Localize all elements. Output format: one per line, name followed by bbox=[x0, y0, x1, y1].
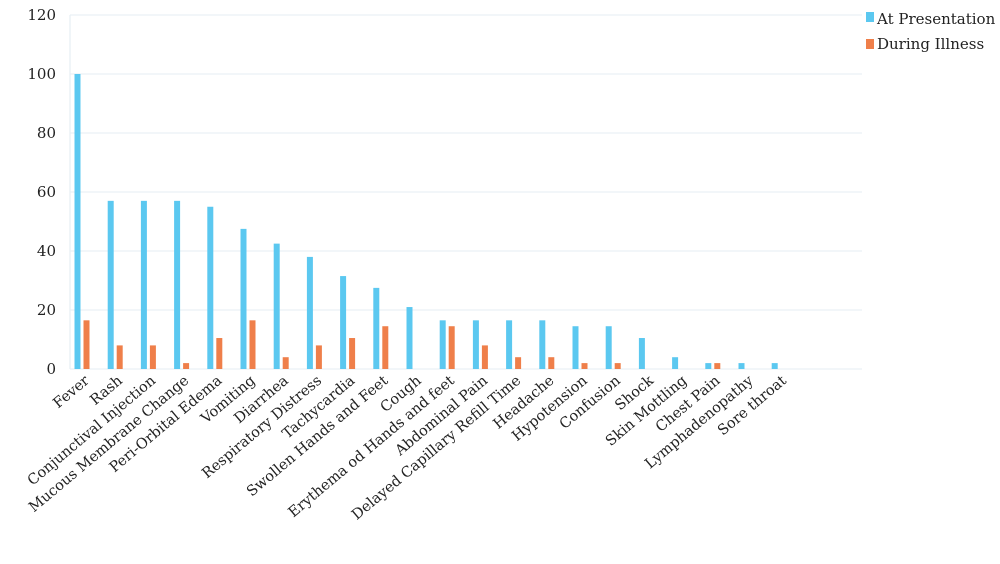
bar-during-illness-erythema-od-hands-and-feet bbox=[448, 326, 455, 369]
bar-at-presentation-sore-throat bbox=[771, 363, 778, 369]
bar-at-presentation-delayed-capillary-refill-time bbox=[506, 320, 513, 369]
bar-during-illness-rash bbox=[116, 345, 123, 369]
bar-at-presentation-swollen-hands-and-feet bbox=[373, 287, 380, 369]
bar-at-presentation-diarrhea bbox=[273, 243, 280, 369]
bar-during-illness-chest-pain bbox=[714, 363, 721, 369]
bar-at-presentation-abdominal-pain bbox=[472, 320, 479, 369]
x-tick-label-conjunctival-injection: Conjunctival Injection bbox=[25, 373, 159, 489]
y-tick-label-100: 100 bbox=[27, 65, 56, 83]
legend-swatch-during-illness bbox=[866, 39, 874, 49]
bar-at-presentation-conjunctival-injection bbox=[140, 200, 147, 369]
bar-during-illness-confusion bbox=[614, 363, 621, 369]
legend-label-during-illness: During Illness bbox=[877, 35, 984, 53]
bar-during-illness-fever bbox=[83, 320, 90, 369]
bars-layer bbox=[74, 74, 778, 369]
y-tick-label-60: 60 bbox=[37, 183, 56, 201]
bar-at-presentation-shock bbox=[638, 338, 645, 369]
bar-during-illness-tachycardia bbox=[349, 338, 356, 369]
bar-at-presentation-confusion bbox=[605, 326, 612, 369]
bar-during-illness-swollen-hands-and-feet bbox=[382, 326, 389, 369]
bar-at-presentation-rash bbox=[107, 200, 114, 369]
y-axis-ticks: 0 20 40 60 80 100 120 bbox=[27, 6, 56, 378]
bar-during-illness-conjunctival-injection bbox=[149, 345, 156, 369]
y-tick-label-120: 120 bbox=[27, 6, 56, 24]
bar-during-illness-abdominal-pain bbox=[481, 345, 488, 369]
bar-at-presentation-respiratory-distress bbox=[306, 256, 313, 369]
y-tick-label-80: 80 bbox=[37, 124, 56, 142]
bar-at-presentation-mucous-membrane-change bbox=[174, 200, 181, 369]
y-tick-label-20: 20 bbox=[37, 301, 56, 319]
bar-during-illness-vomiting bbox=[249, 320, 256, 369]
x-tick-label-fever: Fever bbox=[50, 373, 92, 412]
bar-at-presentation-headache bbox=[539, 320, 546, 369]
bar-at-presentation-lymphadenopathy bbox=[738, 363, 745, 369]
bar-at-presentation-peri-orbital-edema bbox=[207, 206, 214, 369]
bar-during-illness-delayed-capillary-refill-time bbox=[515, 357, 522, 369]
bar-at-presentation-hypotension bbox=[572, 326, 579, 369]
bar-during-illness-mucous-membrane-change bbox=[183, 363, 190, 369]
legend-label-at-presentation: At Presentation bbox=[876, 10, 996, 28]
bar-at-presentation-erythema-od-hands-and-feet bbox=[439, 320, 446, 369]
bar-at-presentation-vomiting bbox=[240, 228, 247, 369]
bar-during-illness-hypotension bbox=[581, 363, 588, 369]
bar-at-presentation-tachycardia bbox=[340, 276, 347, 369]
bar-during-illness-diarrhea bbox=[282, 357, 289, 369]
bar-during-illness-peri-orbital-edema bbox=[216, 338, 223, 369]
bar-at-presentation-cough bbox=[406, 307, 413, 369]
bar-during-illness-headache bbox=[548, 357, 555, 369]
bar-during-illness-respiratory-distress bbox=[315, 345, 322, 369]
y-tick-label-0: 0 bbox=[46, 360, 56, 378]
grid-layer bbox=[69, 14, 862, 370]
y-tick-label-40: 40 bbox=[37, 242, 56, 260]
legend-swatch-at-presentation bbox=[866, 12, 874, 22]
bar-at-presentation-chest-pain bbox=[705, 363, 712, 369]
bar-at-presentation-fever bbox=[74, 74, 81, 369]
bar-at-presentation-skin-mottling bbox=[672, 357, 679, 369]
legend: At Presentation During Illness bbox=[866, 10, 996, 53]
